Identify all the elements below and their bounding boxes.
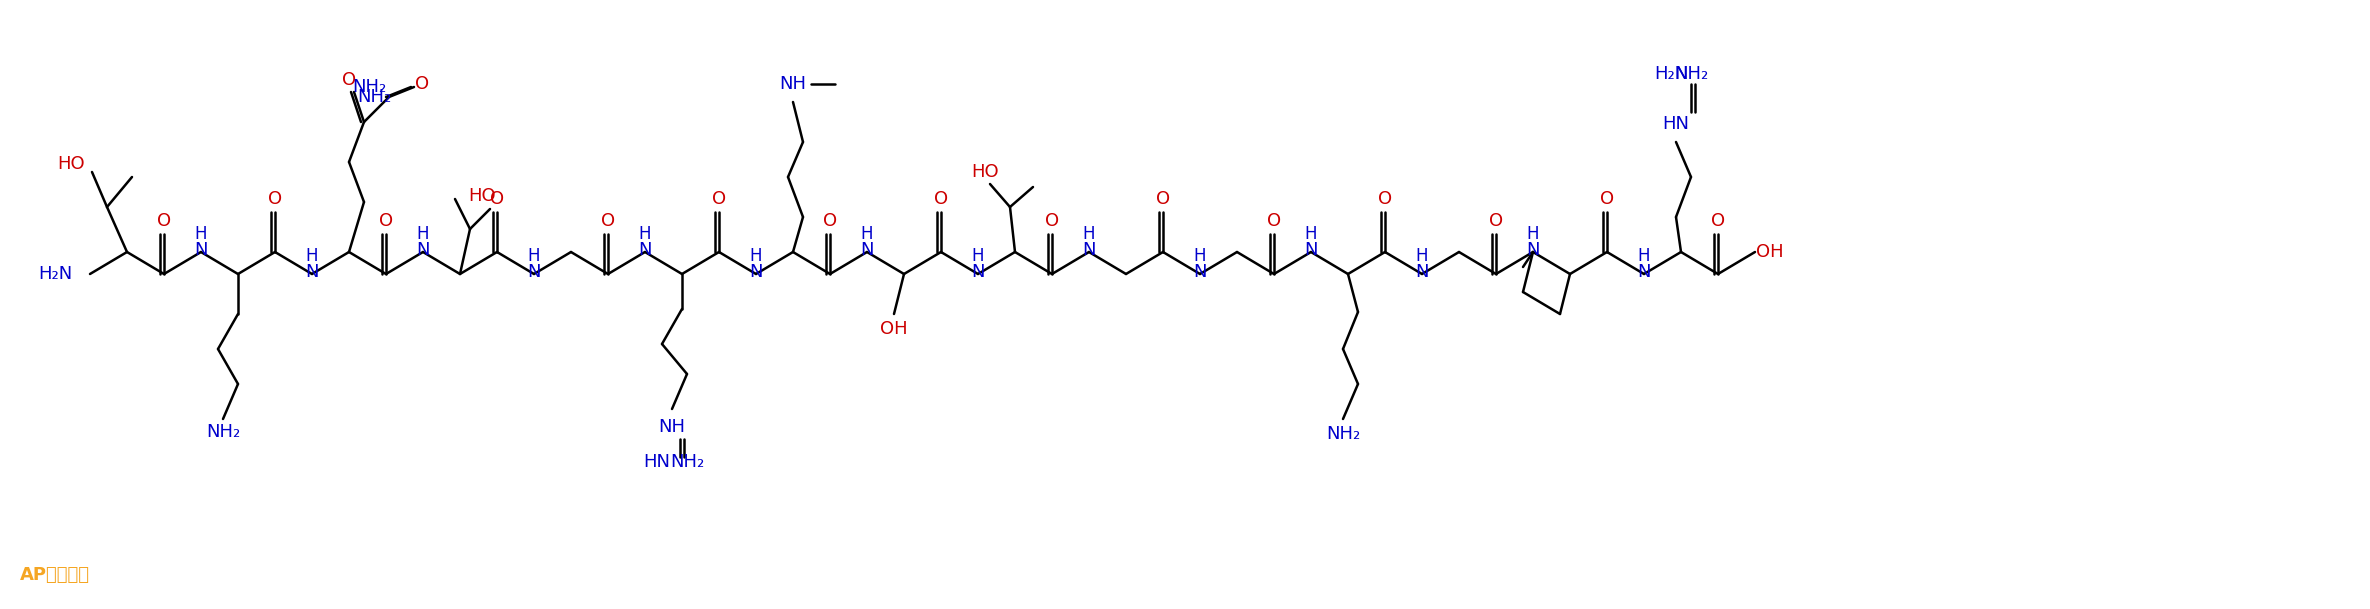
Text: N: N	[1638, 263, 1652, 281]
Text: H: H	[972, 247, 984, 265]
Text: NH₂: NH₂	[358, 88, 391, 106]
Text: O: O	[156, 212, 171, 230]
Text: H: H	[749, 247, 763, 265]
Text: N: N	[1192, 263, 1206, 281]
Text: N: N	[638, 241, 652, 259]
Text: H: H	[1638, 247, 1650, 265]
Text: N: N	[1304, 241, 1318, 259]
Text: O: O	[379, 212, 393, 230]
Text: N: N	[526, 263, 540, 281]
Text: O: O	[934, 190, 948, 208]
Text: NH₂: NH₂	[1673, 65, 1709, 83]
Text: H: H	[1083, 225, 1095, 243]
Text: HO: HO	[469, 187, 495, 205]
Text: O: O	[1488, 212, 1503, 230]
Text: HO: HO	[57, 155, 85, 173]
Text: OH: OH	[879, 320, 908, 338]
Text: N: N	[194, 241, 209, 259]
Text: O: O	[1268, 212, 1282, 230]
Text: NH₂: NH₂	[671, 453, 704, 471]
Text: O: O	[341, 71, 356, 89]
Text: O: O	[822, 212, 837, 230]
Text: H: H	[1526, 225, 1538, 243]
Text: NH₂: NH₂	[206, 423, 239, 441]
Text: NH₂: NH₂	[351, 78, 386, 96]
Text: H: H	[860, 225, 872, 243]
Text: N: N	[1083, 241, 1095, 259]
Text: N: N	[306, 263, 318, 281]
Text: O: O	[491, 190, 505, 208]
Text: O: O	[1711, 212, 1725, 230]
Text: N: N	[1415, 263, 1429, 281]
Text: O: O	[1600, 190, 1614, 208]
Text: NH: NH	[659, 418, 685, 436]
Text: N: N	[417, 241, 429, 259]
Text: OH: OH	[1756, 243, 1785, 261]
Text: H: H	[640, 225, 652, 243]
Text: O: O	[711, 190, 725, 208]
Text: H: H	[194, 225, 206, 243]
Text: N: N	[860, 241, 875, 259]
Text: O: O	[268, 190, 282, 208]
Text: HN: HN	[645, 453, 671, 471]
Text: O: O	[415, 75, 429, 93]
Text: N: N	[749, 263, 763, 281]
Text: NH₂: NH₂	[1325, 425, 1360, 443]
Text: H: H	[417, 225, 429, 243]
Text: HO: HO	[972, 163, 998, 181]
Text: HN: HN	[1661, 115, 1690, 133]
Text: O: O	[1157, 190, 1171, 208]
Text: H: H	[306, 247, 318, 265]
Text: H₂N: H₂N	[1654, 65, 1687, 83]
Text: H₂N: H₂N	[38, 265, 71, 283]
Text: H: H	[1194, 247, 1206, 265]
Text: AP专肽生物: AP专肽生物	[19, 566, 90, 584]
Text: H: H	[529, 247, 540, 265]
Text: O: O	[1045, 212, 1059, 230]
Text: O: O	[602, 212, 616, 230]
Text: H: H	[1306, 225, 1318, 243]
Text: NH: NH	[780, 75, 806, 93]
Text: H: H	[1415, 247, 1429, 265]
Text: O: O	[1377, 190, 1391, 208]
Text: N: N	[1526, 241, 1540, 259]
Text: N: N	[972, 263, 986, 281]
